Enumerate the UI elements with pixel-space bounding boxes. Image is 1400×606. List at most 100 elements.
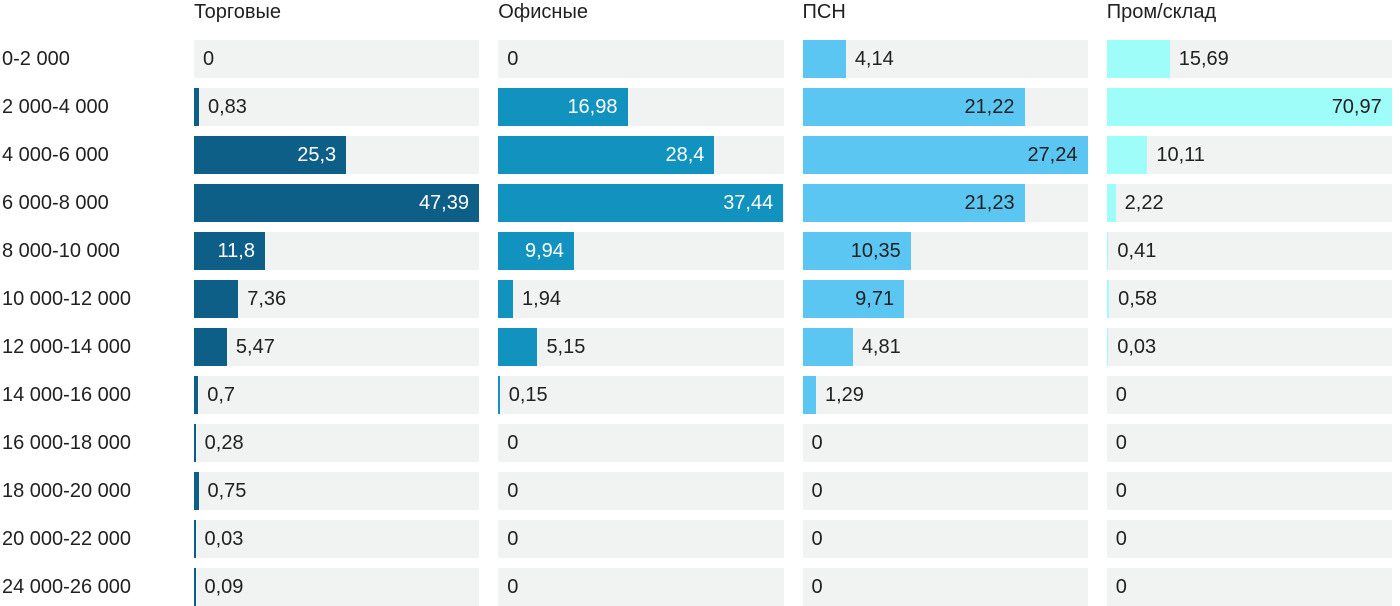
- bar-track: 0: [802, 472, 1088, 510]
- bar-track: 0,41: [1106, 232, 1392, 270]
- bar-track: 0,83: [194, 88, 480, 126]
- bar-value-label: 0: [1115, 432, 1127, 454]
- bar-value-label: 0: [507, 528, 519, 550]
- bar-value-label: 10,11: [1156, 144, 1205, 166]
- bar[interactable]: 21,23: [802, 184, 1025, 222]
- bar-value-label: 0: [811, 528, 823, 550]
- bar-track: 0: [1106, 568, 1392, 606]
- bar-track: 7,36: [194, 280, 480, 318]
- bar-value-label: 9,94: [524, 240, 564, 262]
- bar[interactable]: [194, 280, 239, 318]
- bar-value-label: 0: [203, 48, 215, 70]
- bar[interactable]: [194, 328, 227, 366]
- bar-track: 70,97: [1106, 88, 1392, 126]
- row-label: 16 000-18 000: [2, 431, 132, 454]
- bar-value-label: 0: [507, 480, 519, 502]
- bar[interactable]: [194, 472, 199, 510]
- bar-track: 25,3: [194, 136, 480, 174]
- bar[interactable]: [1106, 40, 1170, 78]
- row-label: 12 000-14 000: [2, 335, 132, 358]
- bar[interactable]: [1106, 280, 1110, 318]
- bar-value-label: 11,8: [217, 240, 255, 262]
- bar[interactable]: [498, 280, 514, 318]
- bar-value-label: 2,22: [1124, 192, 1164, 214]
- bar-track: 0,09: [194, 568, 480, 606]
- bar-track: 0: [498, 472, 784, 510]
- bar[interactable]: [194, 88, 199, 126]
- bar[interactable]: 9,71: [802, 280, 905, 318]
- bar-track: 2,22: [1106, 184, 1392, 222]
- chart-header-row: Торговые Офисные ПСН Пром/склад: [0, 0, 1400, 40]
- row-label: 2 000-4 000: [2, 95, 109, 118]
- chart-row: 2 000-4 000 0,83 16,98 21,22 70,97: [0, 88, 1400, 126]
- column-header-promsklad: Пром/склад: [1106, 1, 1217, 23]
- bar[interactable]: [1106, 328, 1109, 366]
- bar-track: 0: [498, 40, 784, 78]
- chart-rows: 0-2 000 0 0 4,14 15,69 2 000-4 000 0,83 16,98 21…: [0, 40, 1400, 606]
- bar[interactable]: [194, 568, 196, 606]
- bar[interactable]: [802, 40, 846, 78]
- bar-value-label: 7,36: [247, 288, 287, 310]
- row-label: 10 000-12 000: [2, 287, 132, 310]
- bar-track: 9,94: [498, 232, 784, 270]
- bar-value-label: 0,15: [508, 384, 548, 406]
- row-label: 18 000-20 000: [2, 479, 132, 502]
- bar-value-label: 0: [507, 576, 519, 598]
- row-label: 20 000-22 000: [2, 527, 132, 550]
- bar-track: 10,35: [802, 232, 1088, 270]
- bar[interactable]: [1106, 184, 1116, 222]
- row-label: 14 000-16 000: [2, 383, 132, 406]
- bar[interactable]: [1106, 232, 1109, 270]
- bar-value-label: 16,98: [567, 96, 618, 118]
- bar[interactable]: 47,39: [194, 184, 479, 222]
- bar-track: 5,47: [194, 328, 480, 366]
- bar[interactable]: 9,94: [498, 232, 574, 270]
- bar-value-label: 1,94: [522, 288, 561, 310]
- bar[interactable]: 27,24: [802, 136, 1088, 174]
- bar-value-label: 0: [1115, 384, 1127, 406]
- bar[interactable]: [802, 328, 853, 366]
- bar[interactable]: [498, 376, 500, 414]
- bar[interactable]: [498, 328, 538, 366]
- bar-track: 0: [498, 424, 784, 462]
- chart-row: 4 000-6 000 25,3 28,4 27,24 10,11: [0, 136, 1400, 174]
- chart-row: 18 000-20 000 0,75 0 0 0: [0, 472, 1400, 510]
- bar-track: 5,15: [498, 328, 784, 366]
- bar[interactable]: 28,4: [498, 136, 715, 174]
- column-header-ofisnye: Офисные: [498, 1, 588, 23]
- bar[interactable]: 10,35: [802, 232, 911, 270]
- bar-value-label: 25,3: [297, 144, 337, 166]
- bar[interactable]: 37,44: [498, 184, 784, 222]
- bar-track: 0: [1106, 424, 1392, 462]
- bar-value-label: 0,03: [204, 528, 244, 550]
- bar-track: 16,98: [498, 88, 784, 126]
- column-header-psn: ПСН: [802, 1, 846, 23]
- bar-value-label: 0,03: [1117, 336, 1157, 358]
- bar[interactable]: [1106, 136, 1148, 174]
- bar-track: 0: [802, 424, 1088, 462]
- bar[interactable]: [194, 376, 199, 414]
- bar-value-label: 21,23: [964, 192, 1015, 214]
- chart-row: 6 000-8 000 47,39 37,44 21,23 2,22: [0, 184, 1400, 222]
- bar[interactable]: [802, 376, 816, 414]
- bar-track: 0,58: [1106, 280, 1392, 318]
- bar[interactable]: 16,98: [498, 88, 628, 126]
- bar-value-label: 0: [811, 576, 823, 598]
- bar[interactable]: 25,3: [194, 136, 347, 174]
- bar-value-label: 1,29: [824, 384, 864, 406]
- row-label: 4 000-6 000: [2, 143, 109, 166]
- bar-track: 47,39: [194, 184, 480, 222]
- bar[interactable]: 70,97: [1106, 88, 1392, 126]
- bar-track: 28,4: [498, 136, 784, 174]
- bar[interactable]: 11,8: [194, 232, 265, 270]
- bar[interactable]: 21,22: [802, 88, 1025, 126]
- bar-track: 0: [1106, 376, 1392, 414]
- bar-value-label: 5,15: [546, 336, 586, 358]
- bar-track: 0,28: [194, 424, 480, 462]
- bar-value-label: 70,97: [1331, 96, 1382, 118]
- bar[interactable]: [194, 424, 196, 462]
- chart-row: 12 000-14 000 5,47 5,15 4,81 0,03: [0, 328, 1400, 366]
- bar[interactable]: [194, 520, 196, 558]
- bar-track: 0: [1106, 472, 1392, 510]
- bar-value-label: 0,7: [207, 384, 236, 406]
